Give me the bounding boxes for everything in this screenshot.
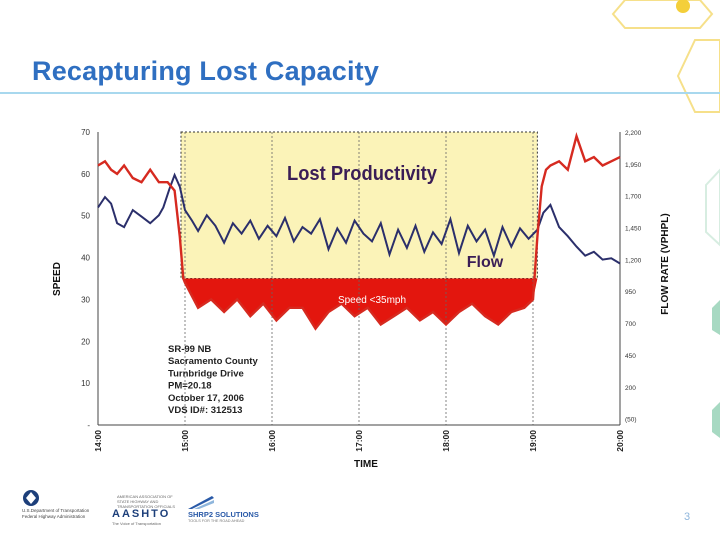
usdot-logo-text: U.S.Department of Transportation Federal … <box>22 508 90 519</box>
y-tick-label: 60 <box>81 170 90 179</box>
lost-productivity-label: Lost Productivity <box>287 163 438 185</box>
speed-below-threshold-area <box>182 278 540 329</box>
y-axis-label: SPEED <box>52 262 63 296</box>
usdot-logo <box>23 490 39 506</box>
x-tick-label: 18:00 <box>441 430 451 452</box>
y-tick-label: 40 <box>81 254 90 263</box>
hexagon-shape <box>712 402 720 438</box>
x-tick-label: 16:00 <box>267 430 277 452</box>
flow-series-line <box>97 172 621 265</box>
x-tick-label: 20:00 <box>615 430 625 452</box>
site-info-line: Sacramento County <box>168 356 258 367</box>
x-tick-label: 14:00 <box>93 430 103 452</box>
y2-tick-label: 450 <box>625 353 636 360</box>
x-tick-label: 17:00 <box>354 430 364 452</box>
aashto-logo-tagline: The Voice of Transportation <box>112 521 161 526</box>
hexagon-shape <box>611 0 714 29</box>
y-tick-label: 10 <box>81 379 90 388</box>
y-tick-label: 50 <box>81 212 90 221</box>
x-tick-label: 19:00 <box>528 430 538 452</box>
y-tick-label: 20 <box>81 337 90 346</box>
page-number: 3 <box>684 511 691 523</box>
hexagon-shape <box>705 168 720 247</box>
site-info-line: Turnbridge Drive <box>168 368 244 379</box>
x-axis-label: TIME <box>354 459 378 470</box>
flow-label: Flow <box>467 254 504 271</box>
y2-tick-label: 950 <box>625 289 636 296</box>
hexagon-dot <box>676 0 690 13</box>
y2-tick-label: 2,200 <box>625 130 642 137</box>
aashto-logo-caption: AMERICAN ASSOCIATION OF STATE HIGHWAY AN… <box>117 494 176 509</box>
y-tick-label: - <box>87 421 90 430</box>
speed-series-line <box>97 132 621 331</box>
y-tick-label: 70 <box>81 128 90 137</box>
site-info-line: PM=20.18 <box>168 381 212 392</box>
y-tick-label: 30 <box>81 295 90 304</box>
y2-tick-label: (50) <box>625 417 637 424</box>
y2-axis-label: FLOW RATE (VPHPL) <box>660 213 671 314</box>
shrp2-logo-tagline: TOOLS FOR THE ROAD AHEAD <box>188 519 245 523</box>
aashto-logo: AASHTO <box>112 508 171 520</box>
site-info-line: SR-99 NB <box>168 344 211 355</box>
hexagon-shape <box>676 39 720 113</box>
shrp2-logo-mark <box>188 496 214 509</box>
y2-tick-label: 200 <box>625 385 636 392</box>
title-divider <box>0 92 720 94</box>
x-tick-label: 15:00 <box>180 430 190 452</box>
site-info-line: VDS ID#: 312513 <box>168 405 242 416</box>
y2-tick-label: 700 <box>625 321 636 328</box>
hexagon-shape <box>712 300 720 335</box>
shrp2-logo: SHRP2 SOLUTIONS <box>188 510 259 519</box>
y2-tick-label: 1,700 <box>625 194 642 201</box>
y2-tick-label: 1,450 <box>625 226 642 233</box>
speed-threshold-label: Speed <35mph <box>338 295 406 306</box>
slide-title: Recapturing Lost Capacity <box>32 56 380 86</box>
y2-tick-label: 1,200 <box>625 257 642 264</box>
y2-tick-label: 1,950 <box>625 162 642 169</box>
site-info-line: October 17, 2006 <box>168 393 244 404</box>
